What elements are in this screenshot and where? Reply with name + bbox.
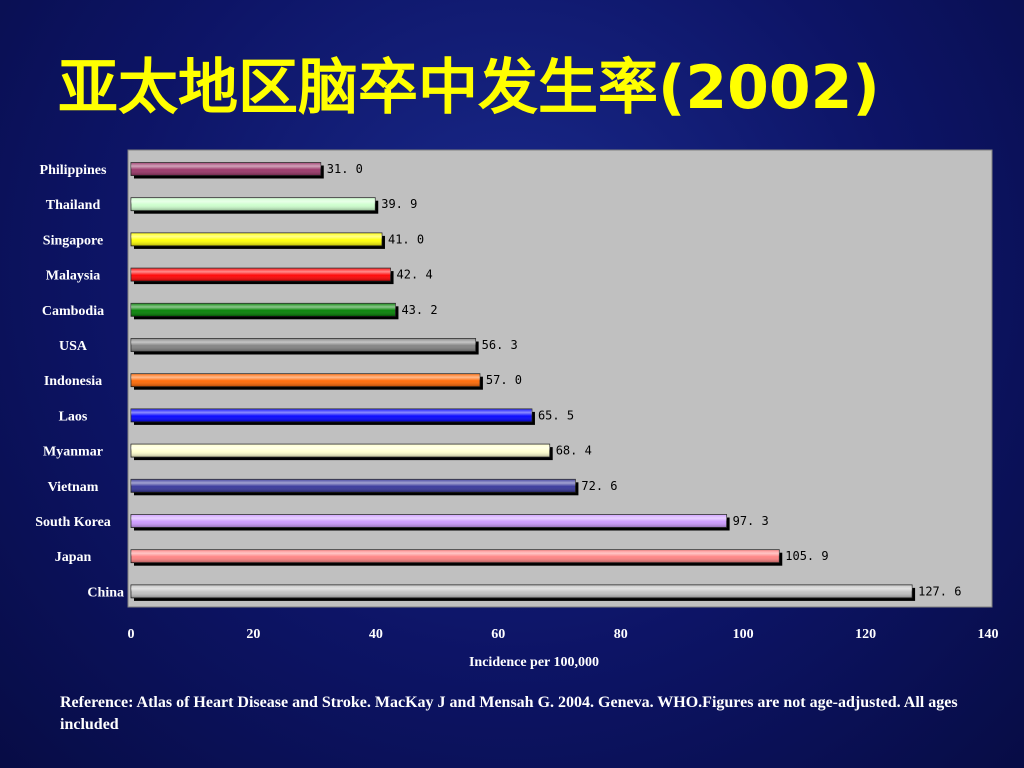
bar-sheen: [131, 338, 476, 352]
bar-sheen: [131, 549, 780, 563]
category-label-cambodia: Cambodia: [42, 304, 104, 319]
value-label-south-korea: 97. 3: [733, 514, 769, 528]
bar-laos: [130, 408, 535, 425]
x-axis-ticks: 0 20 40 60 80 100 120 140: [128, 627, 999, 642]
x-tick-label-0: 0: [128, 627, 135, 642]
value-label-philippines: 31. 0: [327, 162, 363, 176]
value-labels: 31. 0 39. 9 41. 0 42. 4 43. 2 56. 3 57. 0 65. 5…: [327, 162, 962, 598]
category-label-japan: Japan: [55, 550, 92, 565]
bar-malaysia: [130, 267, 394, 285]
category-label-myanmar: Myanmar: [43, 445, 103, 460]
value-label-usa: 56. 3: [482, 338, 518, 352]
bar-sheen: [131, 373, 480, 387]
bar-sheen: [131, 197, 376, 211]
bar-indonesia: [130, 373, 483, 390]
category-label-usa: USA: [59, 339, 88, 354]
x-axis-title: Incidence per 100,000: [469, 655, 599, 670]
bar-south-korea: [130, 514, 730, 531]
x-tick-label-120: 120: [855, 627, 876, 642]
category-labels: Philippines Thailand Singapore Malaysia Camb…: [35, 163, 124, 600]
bar-cambodia: [130, 302, 399, 320]
category-label-thailand: Thailand: [46, 198, 101, 213]
value-label-vietnam: 72. 6: [581, 479, 617, 493]
x-tick-label-80: 80: [614, 627, 628, 642]
bar-sheen: [131, 232, 382, 246]
bar-group: [130, 162, 916, 601]
reference-note: Reference: Atlas of Heart Disease and St…: [60, 694, 958, 733]
category-label-malaysia: Malaysia: [46, 269, 100, 284]
value-label-malaysia: 42. 4: [397, 268, 433, 282]
bar-philippines: [130, 162, 324, 179]
category-label-philippines: Philippines: [40, 163, 107, 178]
bar-sheen: [131, 479, 576, 493]
bar-sheen: [131, 514, 727, 528]
bar-china: [130, 584, 916, 601]
category-label-singapore: Singapore: [43, 233, 103, 248]
bar-sheen: [131, 268, 391, 282]
value-label-japan: 105. 9: [785, 549, 828, 563]
bar-usa: [130, 338, 479, 355]
category-label-china: China: [87, 585, 124, 600]
x-tick-label-40: 40: [369, 627, 383, 642]
category-label-laos: Laos: [59, 409, 88, 424]
x-tick-label-100: 100: [733, 627, 754, 642]
bar-sheen: [131, 303, 396, 317]
bar-myanmar: [130, 443, 553, 461]
x-tick-label-140: 140: [978, 627, 999, 642]
bar-sheen: [131, 444, 550, 458]
value-label-laos: 65. 5: [538, 408, 574, 422]
bar-japan: [130, 549, 783, 566]
category-label-south-korea: South Korea: [35, 515, 111, 530]
value-label-thailand: 39. 9: [381, 197, 417, 211]
x-tick-label-60: 60: [491, 627, 505, 642]
value-label-indonesia: 57. 0: [486, 373, 522, 387]
x-tick-label-20: 20: [246, 627, 260, 642]
value-label-singapore: 41. 0: [388, 232, 424, 246]
category-label-indonesia: Indonesia: [44, 374, 102, 389]
bar-singapore: [130, 232, 385, 249]
value-label-cambodia: 43. 2: [401, 303, 437, 317]
value-label-china: 127. 6: [918, 584, 961, 598]
category-label-vietnam: Vietnam: [48, 480, 99, 495]
value-label-myanmar: 68. 4: [556, 444, 592, 458]
bar-sheen: [131, 584, 913, 598]
bar-vietnam: [130, 478, 579, 496]
slide-title: 亚太地区脑卒中发生率(2002): [58, 53, 880, 123]
bar-thailand: [130, 197, 379, 214]
bar-sheen: [131, 408, 532, 422]
bar-sheen: [131, 162, 321, 176]
